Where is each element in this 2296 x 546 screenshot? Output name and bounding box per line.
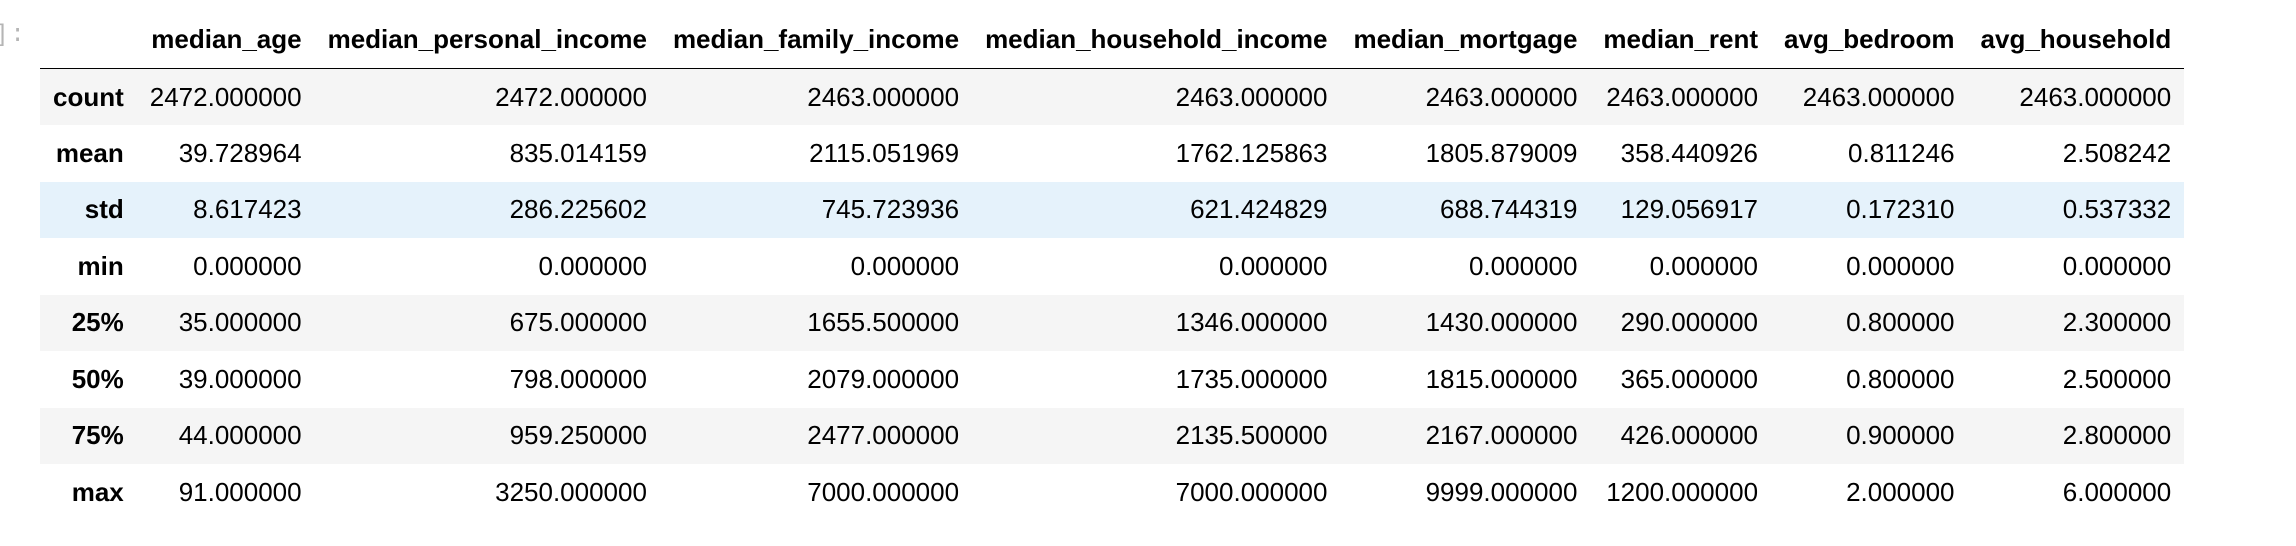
table-cell: 39.000000 (178, 363, 302, 394)
index-header-blank (40, 10, 137, 69)
row-label: 25% (71, 307, 124, 338)
cell-prompt: ]: (0, 22, 27, 49)
table-cell: 2477.000000 (807, 420, 960, 451)
column-header: median_household_income (972, 10, 1341, 69)
table-cell: 2463.000000 (2019, 81, 2172, 112)
table-cell: 0.900000 (1846, 420, 1955, 451)
table-cell: 0.172310 (1846, 194, 1955, 225)
row-label: count (53, 81, 124, 112)
table-cell: 1430.000000 (1425, 307, 1578, 338)
table-cell: 39.728964 (178, 137, 302, 168)
column-header: avg_bedroom (1771, 10, 1968, 69)
table-cell: 1655.500000 (807, 307, 960, 338)
dataframe-describe-table: median_age median_personal_income median… (40, 10, 2185, 521)
table-cell: 2.000000 (1846, 476, 1955, 507)
table-cell: 2463.000000 (1425, 81, 1578, 112)
table-cell: 2167.000000 (1425, 420, 1578, 451)
column-header: avg_household (1967, 10, 2185, 69)
table-cell: 0.000000 (1468, 250, 1578, 281)
table-cell: 2.800000 (2062, 420, 2172, 451)
column-header: median_mortgage (1340, 10, 1591, 69)
column-header: median_personal_income (314, 10, 660, 69)
table-cell: 91.000000 (178, 476, 302, 507)
table-cell: 2463.000000 (1802, 81, 1955, 112)
table-cell: 2079.000000 (807, 363, 960, 394)
table-cell: 1815.000000 (1425, 363, 1578, 394)
row-label: max (71, 476, 124, 507)
table-cell: 959.250000 (509, 420, 647, 451)
table-row-hovered: std 8.617423 286.225602 745.723936 621.4… (40, 181, 2185, 238)
table-cell: 7000.000000 (807, 476, 960, 507)
table-cell: 2.300000 (2062, 307, 2172, 338)
table-cell: 2472.000000 (495, 81, 647, 112)
table-cell: 129.056917 (1620, 194, 1759, 225)
table-cell: 2463.000000 (807, 81, 960, 112)
table-cell: 1200.000000 (1606, 476, 1759, 507)
table-cell: 1346.000000 (1175, 307, 1328, 338)
column-header: median_rent (1590, 10, 1772, 69)
table-cell: 358.440926 (1620, 137, 1759, 168)
table-cell: 3250.000000 (495, 476, 647, 507)
table-cell: 2135.500000 (1175, 420, 1328, 451)
table-row: count 2472.000000 2472.000000 2463.00000… (40, 68, 2185, 125)
table-cell: 2.500000 (2062, 363, 2172, 394)
table-cell: 798.000000 (509, 363, 647, 394)
table-cell: 365.000000 (1620, 363, 1759, 394)
table-cell: 0.537332 (2062, 194, 2172, 225)
table-cell: 621.424829 (1190, 194, 1328, 225)
table-cell: 290.000000 (1620, 307, 1759, 338)
column-header: median_age (136, 10, 315, 69)
table-cell: 2463.000000 (1606, 81, 1759, 112)
table-row: 50% 39.000000 798.000000 2079.000000 173… (40, 351, 2184, 408)
table-cell: 0.800000 (1846, 363, 1955, 394)
table-cell: 0.000000 (2062, 250, 2172, 281)
table-cell: 0.000000 (1846, 250, 1955, 281)
table-cell: 1762.125863 (1175, 137, 1328, 168)
row-label: std (84, 194, 124, 225)
table-cell: 675.000000 (509, 307, 647, 338)
table-cell: 0.000000 (193, 250, 302, 281)
table-cell: 286.225602 (509, 194, 647, 225)
table-cell: 1735.000000 (1175, 363, 1328, 394)
table-cell: 0.811246 (1848, 137, 1955, 168)
table-cell: 426.000000 (1620, 420, 1759, 451)
table-cell: 7000.000000 (1175, 476, 1328, 507)
table-cell: 2463.000000 (1175, 81, 1328, 112)
table-cell: 745.723936 (821, 194, 960, 225)
table-row: 25% 35.000000 675.000000 1655.500000 134… (40, 294, 2185, 351)
table-cell: 6.000000 (2062, 476, 2172, 507)
row-label: mean (55, 137, 124, 168)
table-cell: 835.014159 (509, 137, 647, 168)
table-cell: 9999.000000 (1425, 476, 1578, 507)
table-row: mean 39.728964 835.014159 2115.051969 17… (40, 125, 2184, 182)
table-row: 75% 44.000000 959.250000 2477.000000 213… (40, 407, 2185, 464)
table-row: min 0.000000 0.000000 0.000000 0.000000 … (40, 238, 2184, 295)
table-cell: 0.800000 (1846, 307, 1955, 338)
row-label: min (77, 250, 124, 281)
table-cell: 2.508242 (2062, 137, 2172, 168)
table-cell: 2472.000000 (149, 81, 302, 112)
table-cell: 35.000000 (178, 307, 302, 338)
column-header: median_family_income (659, 10, 973, 69)
table-cell: 2115.051969 (809, 137, 960, 168)
row-label: 75% (71, 420, 124, 451)
table-cell: 0.000000 (538, 250, 647, 281)
row-label: 50% (71, 363, 124, 394)
header-row: median_age median_personal_income median… (40, 10, 2185, 69)
table-cell: 0.000000 (1219, 250, 1328, 281)
table-row: max 91.000000 3250.000000 7000.000000 70… (40, 464, 2184, 521)
table-cell: 1805.879009 (1425, 137, 1578, 168)
table-cell: 0.000000 (1649, 250, 1759, 281)
table-cell: 44.000000 (178, 420, 302, 451)
table-cell: 688.744319 (1440, 194, 1578, 225)
table-cell: 8.617423 (193, 194, 302, 225)
table-cell: 0.000000 (850, 250, 960, 281)
